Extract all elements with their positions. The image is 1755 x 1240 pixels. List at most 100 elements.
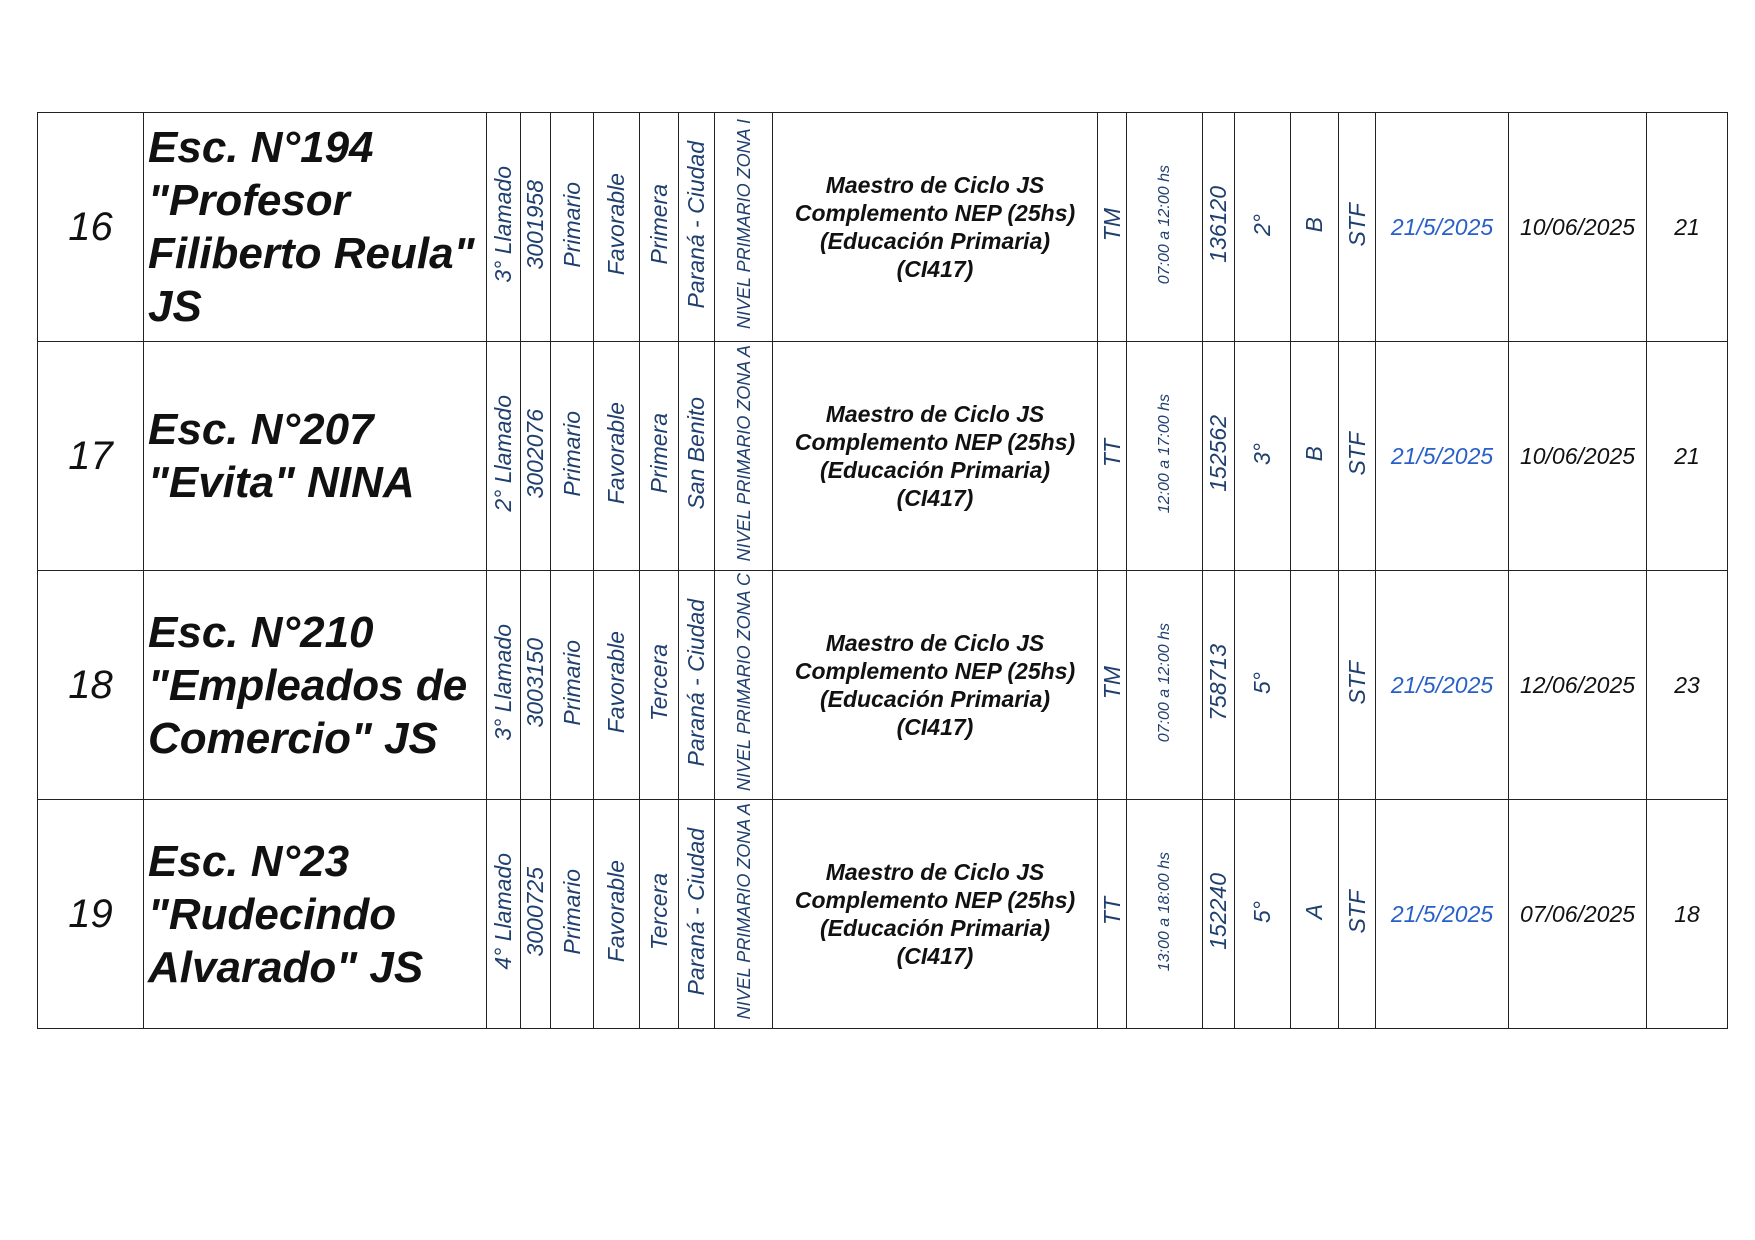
schedule: 13:00 a 18:00 hs xyxy=(1155,851,1173,972)
level-cell: Primario xyxy=(550,570,594,800)
section-cell: B xyxy=(1290,341,1339,571)
position-line: (CI417) xyxy=(896,256,974,282)
call-number-cell: 2° Llamado xyxy=(486,341,521,571)
position-line: Complemento NEP (25hs) xyxy=(794,429,1076,455)
school-code: 3001958 xyxy=(522,179,548,270)
call-number: 3° Llamado xyxy=(490,624,516,741)
status-cell: Favorable xyxy=(593,799,640,1029)
category: Primera xyxy=(645,413,672,494)
schedule-cell: 07:00 a 12:00 hs xyxy=(1126,112,1203,342)
position-line: Maestro de Ciclo JS xyxy=(825,172,1045,198)
position-line: Complemento NEP (25hs) xyxy=(794,658,1076,684)
status-cell: Favorable xyxy=(593,112,640,342)
call-number-cell: 4° Llamado xyxy=(486,799,521,1029)
status: Favorable xyxy=(603,402,629,505)
shift-cell: TM xyxy=(1097,570,1127,800)
table-row: 19 Esc. N°23 "Rudecindo Alvarado" JS 4° Ll… xyxy=(37,799,1728,1029)
call-number-cell: 3° Llamado xyxy=(486,112,521,342)
school-code: 3003150 xyxy=(522,637,548,728)
grade: 5° xyxy=(1249,900,1275,923)
location-cell: Paraná - Ciudad xyxy=(678,570,715,800)
shift-cell: TT xyxy=(1097,341,1127,571)
school-code-cell: 3001958 xyxy=(520,112,551,342)
school-code: 3000725 xyxy=(522,866,548,957)
days-cell: 18 xyxy=(1646,799,1728,1029)
level: Primario xyxy=(558,410,585,497)
end-date-cell: 10/06/2025 xyxy=(1508,341,1647,571)
vacancy-table: 16 Esc. N°194 "Profesor Filiberto Reula" … xyxy=(37,112,1728,1029)
type-cell: STF xyxy=(1338,799,1376,1029)
level-cell: Primario xyxy=(550,799,594,1029)
position-line: (CI417) xyxy=(896,714,974,740)
position-cell: Maestro de Ciclo JS Complemento NEP (25hs… xyxy=(772,799,1098,1029)
position-cell: Maestro de Ciclo JS Complemento NEP (25hs… xyxy=(772,341,1098,571)
shift: TM xyxy=(1098,665,1125,700)
status: Favorable xyxy=(603,173,629,276)
call-number-cell: 3° Llamado xyxy=(486,570,521,800)
position-id-cell: 152240 xyxy=(1202,799,1235,1029)
start-date-cell: 21/5/2025 xyxy=(1375,570,1509,800)
school-name-cell: Esc. N°194 "Profesor Filiberto Reula" JS xyxy=(143,112,487,342)
schedule-cell: 12:00 a 17:00 hs xyxy=(1126,341,1203,571)
section-cell: B xyxy=(1290,112,1339,342)
end-date-cell: 12/06/2025 xyxy=(1508,570,1647,800)
type-cell: STF xyxy=(1338,341,1376,571)
category: Tercera xyxy=(645,872,672,951)
status-cell: Favorable xyxy=(593,570,640,800)
grade: 5° xyxy=(1249,671,1275,694)
position-line: (Educación Primaria) xyxy=(819,915,1051,941)
type-cell: STF xyxy=(1338,112,1376,342)
category-cell: Primera xyxy=(639,341,679,571)
days-cell: 21 xyxy=(1646,112,1728,342)
position-id: 758713 xyxy=(1205,644,1231,721)
position-id: 136120 xyxy=(1205,186,1231,263)
schedule-cell: 07:00 a 12:00 hs xyxy=(1126,570,1203,800)
type: STF xyxy=(1343,660,1370,705)
status-cell: Favorable xyxy=(593,341,640,571)
grade-cell: 5° xyxy=(1234,799,1291,1029)
level-cell: Primario xyxy=(550,112,594,342)
zone: NIVEL PRIMARIO ZONA I xyxy=(733,119,754,330)
call-number: 4° Llamado xyxy=(490,853,516,970)
shift: TT xyxy=(1098,439,1125,468)
days-cell: 23 xyxy=(1646,570,1728,800)
position-line: Maestro de Ciclo JS xyxy=(825,859,1045,885)
position-cell: Maestro de Ciclo JS Complemento NEP (25hs… xyxy=(772,112,1098,342)
call-number: 3° Llamado xyxy=(490,166,516,283)
zone: NIVEL PRIMARIO ZONA A xyxy=(733,345,754,562)
category-cell: Tercera xyxy=(639,799,679,1029)
position-id: 152562 xyxy=(1205,415,1231,492)
grade: 2° xyxy=(1249,213,1275,236)
location-cell: Paraná - Ciudad xyxy=(678,799,715,1029)
position-line: (CI417) xyxy=(896,943,974,969)
position-line: Maestro de Ciclo JS xyxy=(825,630,1045,656)
row-number-cell: 19 xyxy=(37,799,144,1029)
position-id: 152240 xyxy=(1205,873,1231,950)
category-cell: Tercera xyxy=(639,570,679,800)
type: STF xyxy=(1343,431,1370,476)
zone-cell: NIVEL PRIMARIO ZONA A xyxy=(714,341,773,571)
status: Favorable xyxy=(603,860,629,963)
school-code-cell: 3000725 xyxy=(520,799,551,1029)
location: San Benito xyxy=(683,397,709,510)
school-code: 3002076 xyxy=(522,408,548,499)
schedule: 07:00 a 12:00 hs xyxy=(1155,622,1173,743)
schedule-cell: 13:00 a 18:00 hs xyxy=(1126,799,1203,1029)
position-id-cell: 136120 xyxy=(1202,112,1235,342)
school-code-cell: 3002076 xyxy=(520,341,551,571)
table-row: 16 Esc. N°194 "Profesor Filiberto Reula" … xyxy=(37,112,1728,342)
position-id-cell: 152562 xyxy=(1202,341,1235,571)
position-line: (Educación Primaria) xyxy=(819,686,1051,712)
section: B xyxy=(1301,445,1327,462)
position-id-cell: 758713 xyxy=(1202,570,1235,800)
position-line: Maestro de Ciclo JS xyxy=(825,401,1045,427)
position-line: (CI417) xyxy=(896,485,974,511)
shift-cell: TM xyxy=(1097,112,1127,342)
section: A xyxy=(1301,903,1327,920)
category: Tercera xyxy=(645,643,672,722)
location: Paraná - Ciudad xyxy=(683,140,709,309)
location-cell: San Benito xyxy=(678,341,715,571)
start-date-cell: 21/5/2025 xyxy=(1375,112,1509,342)
days-cell: 21 xyxy=(1646,341,1728,571)
table-row: 17 Esc. N°207 "Evita" NINA 2° Llamado 30020… xyxy=(37,341,1728,571)
